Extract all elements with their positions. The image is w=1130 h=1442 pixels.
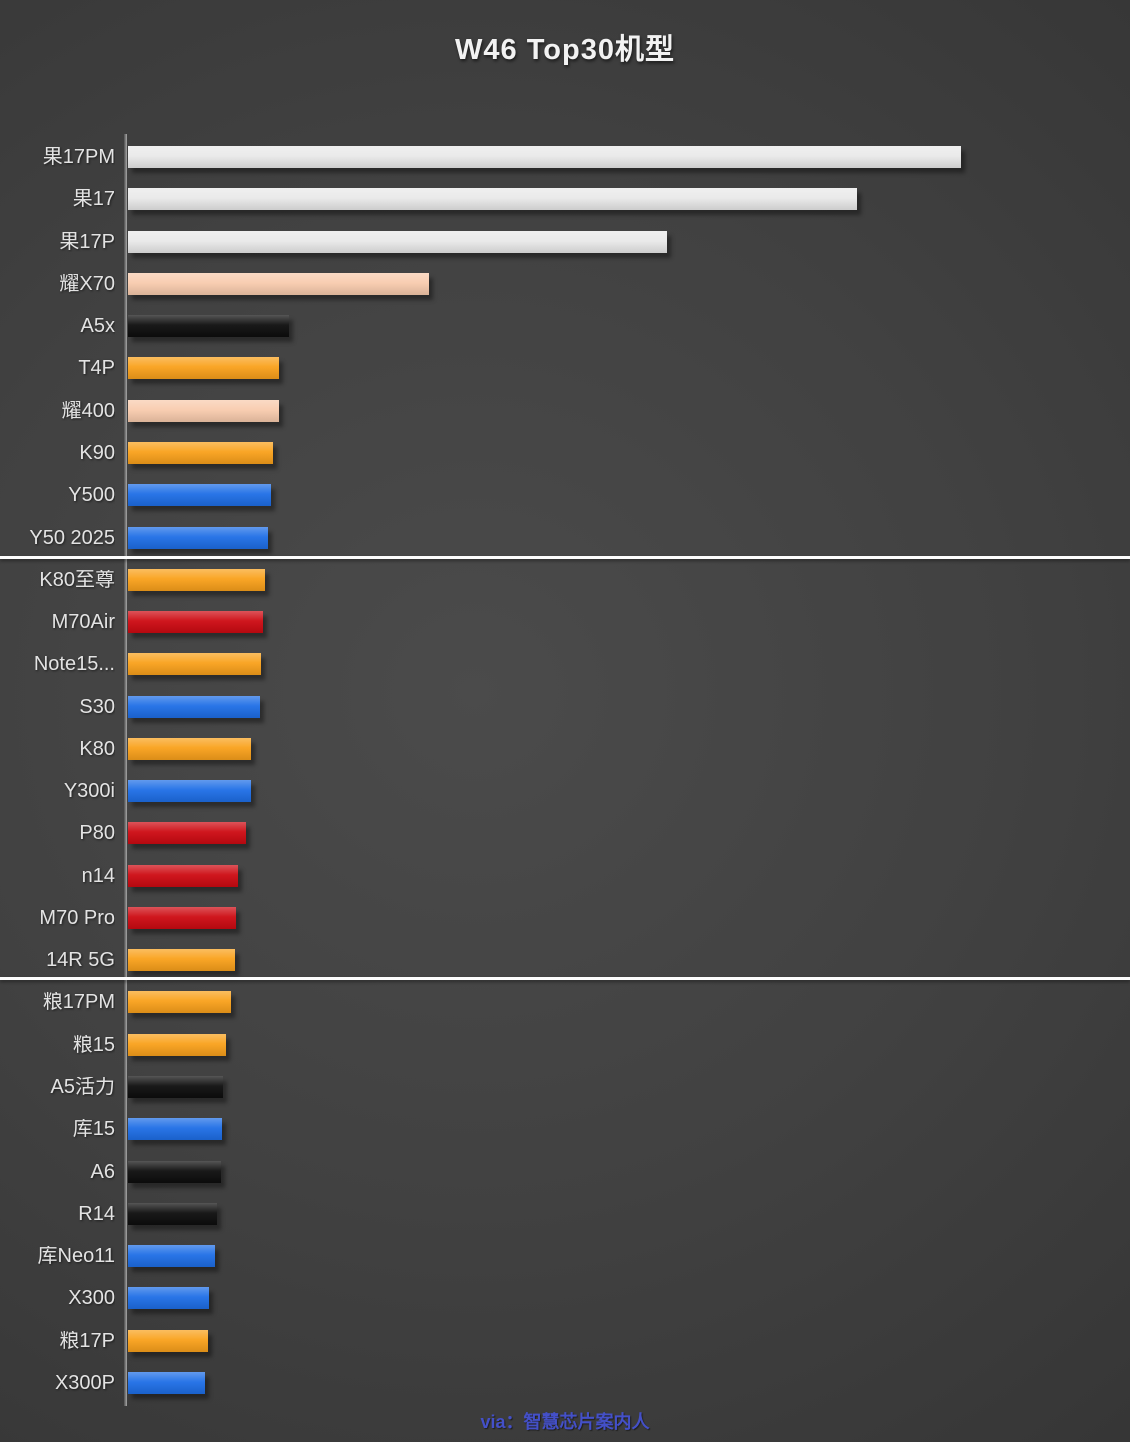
bar — [128, 1329, 208, 1352]
bar-label: M70Air — [51, 612, 115, 633]
chart-row: Note15... — [0, 643, 1130, 685]
bar-label: X300 — [68, 1288, 115, 1309]
bar — [128, 1160, 221, 1183]
bar-label: 果17P — [59, 231, 115, 252]
bar — [128, 188, 857, 211]
bar-label: 粮15 — [72, 1034, 115, 1055]
group-divider-top10 — [0, 556, 1130, 559]
bar-label: 耀X70 — [59, 273, 115, 294]
chart-row: M70 Pro — [0, 897, 1130, 939]
bar-label: 14R 5G — [46, 950, 115, 971]
chart-row: K80 — [0, 728, 1130, 770]
bar-label: R14 — [78, 1203, 115, 1224]
bar-label: n14 — [81, 865, 115, 886]
bar — [128, 822, 246, 845]
chart-row: 果17P — [0, 221, 1130, 263]
bar — [128, 737, 251, 760]
bar — [128, 357, 279, 380]
bar — [128, 906, 236, 929]
chart-row: 耀400 — [0, 390, 1130, 432]
bar-label: 库15 — [72, 1119, 115, 1140]
chart-row: 粮17P — [0, 1319, 1130, 1361]
bar — [128, 230, 667, 253]
bar — [128, 653, 261, 676]
chart-row: R14 — [0, 1193, 1130, 1235]
bar-label: 耀400 — [61, 400, 115, 421]
bar-label: 果17 — [72, 189, 115, 210]
bar-label: A5x — [80, 316, 115, 337]
bar — [128, 399, 279, 422]
bar-label: 库Neo11 — [37, 1246, 115, 1267]
bar-label: Note15... — [33, 654, 115, 675]
chart-row: 果17PM — [0, 136, 1130, 178]
bar — [128, 484, 271, 507]
bar — [128, 1245, 215, 1268]
bar — [128, 695, 260, 718]
chart-row: T4P — [0, 347, 1130, 389]
chart-row: K90 — [0, 432, 1130, 474]
chart-row: Y300i — [0, 770, 1130, 812]
chart-row: 果17 — [0, 178, 1130, 220]
chart-row: X300P — [0, 1362, 1130, 1404]
bar-label: M70 Pro — [39, 907, 115, 928]
bar — [128, 949, 235, 972]
bar — [128, 1371, 205, 1394]
bar-label: 粮17P — [59, 1330, 115, 1351]
bar-label: T4P — [78, 358, 115, 379]
chart-row: A6 — [0, 1150, 1130, 1192]
bar — [128, 526, 268, 549]
group-divider-top20 — [0, 977, 1130, 980]
bar — [128, 568, 265, 591]
bar — [128, 315, 289, 338]
chart-title: W46 Top30机型 — [455, 34, 675, 66]
bar-label: Y50 2025 — [29, 527, 115, 548]
bar — [128, 1287, 209, 1310]
bar — [128, 780, 251, 803]
bar — [128, 146, 961, 169]
chart-row: K80至尊 — [0, 559, 1130, 601]
bar-rows-container: 果17PM 果17 果17P 耀X70 A5x T4P 耀400 K90 Y500 Y50 202… — [0, 136, 1130, 1404]
bar-label: K90 — [79, 442, 115, 463]
chart-row: P80 — [0, 812, 1130, 854]
bar-label: 粮17PM — [42, 992, 115, 1013]
y-axis-line — [124, 134, 127, 1406]
bar-label: S30 — [79, 696, 115, 717]
chart-row: M70Air — [0, 601, 1130, 643]
bar-label: A6 — [90, 1161, 115, 1182]
chart-row: X300 — [0, 1277, 1130, 1319]
source-credit: via：智慧芯片案内人 — [480, 1412, 650, 1432]
chart-row: S30 — [0, 685, 1130, 727]
bar — [128, 1075, 223, 1098]
chart-row: 粮17PM — [0, 981, 1130, 1023]
bar-label: 果17PM — [42, 147, 115, 168]
chart-row: 14R 5G — [0, 939, 1130, 981]
bar-label: Y500 — [68, 485, 115, 506]
bar — [128, 864, 238, 887]
bar — [128, 1033, 226, 1056]
bar — [128, 272, 429, 295]
chart-row: Y500 — [0, 474, 1130, 516]
bar — [128, 1118, 222, 1141]
chart-row: 粮15 — [0, 1024, 1130, 1066]
chart-row: n14 — [0, 855, 1130, 897]
bar-label: A5活力 — [50, 1076, 115, 1097]
bar — [128, 611, 263, 634]
chart-row: 库Neo11 — [0, 1235, 1130, 1277]
bar-label: P80 — [79, 823, 115, 844]
bar-label: X300P — [54, 1372, 115, 1393]
chart-row: A5活力 — [0, 1066, 1130, 1108]
chart-row: 库15 — [0, 1108, 1130, 1150]
bar-label: Y300i — [63, 781, 115, 802]
bar — [128, 991, 231, 1014]
bar-label: K80 — [79, 738, 115, 759]
bar — [128, 1202, 217, 1225]
chart-row: Y50 2025 — [0, 516, 1130, 558]
bar — [128, 441, 273, 464]
chart-row: A5x — [0, 305, 1130, 347]
bar-label: K80至尊 — [39, 569, 115, 590]
chart-row: 耀X70 — [0, 263, 1130, 305]
